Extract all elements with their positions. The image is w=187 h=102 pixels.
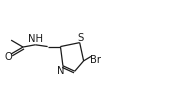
- Text: O: O: [5, 52, 13, 62]
- Text: NH: NH: [28, 34, 43, 44]
- Text: S: S: [78, 33, 84, 43]
- Text: N: N: [56, 66, 64, 76]
- Text: Br: Br: [90, 55, 101, 65]
